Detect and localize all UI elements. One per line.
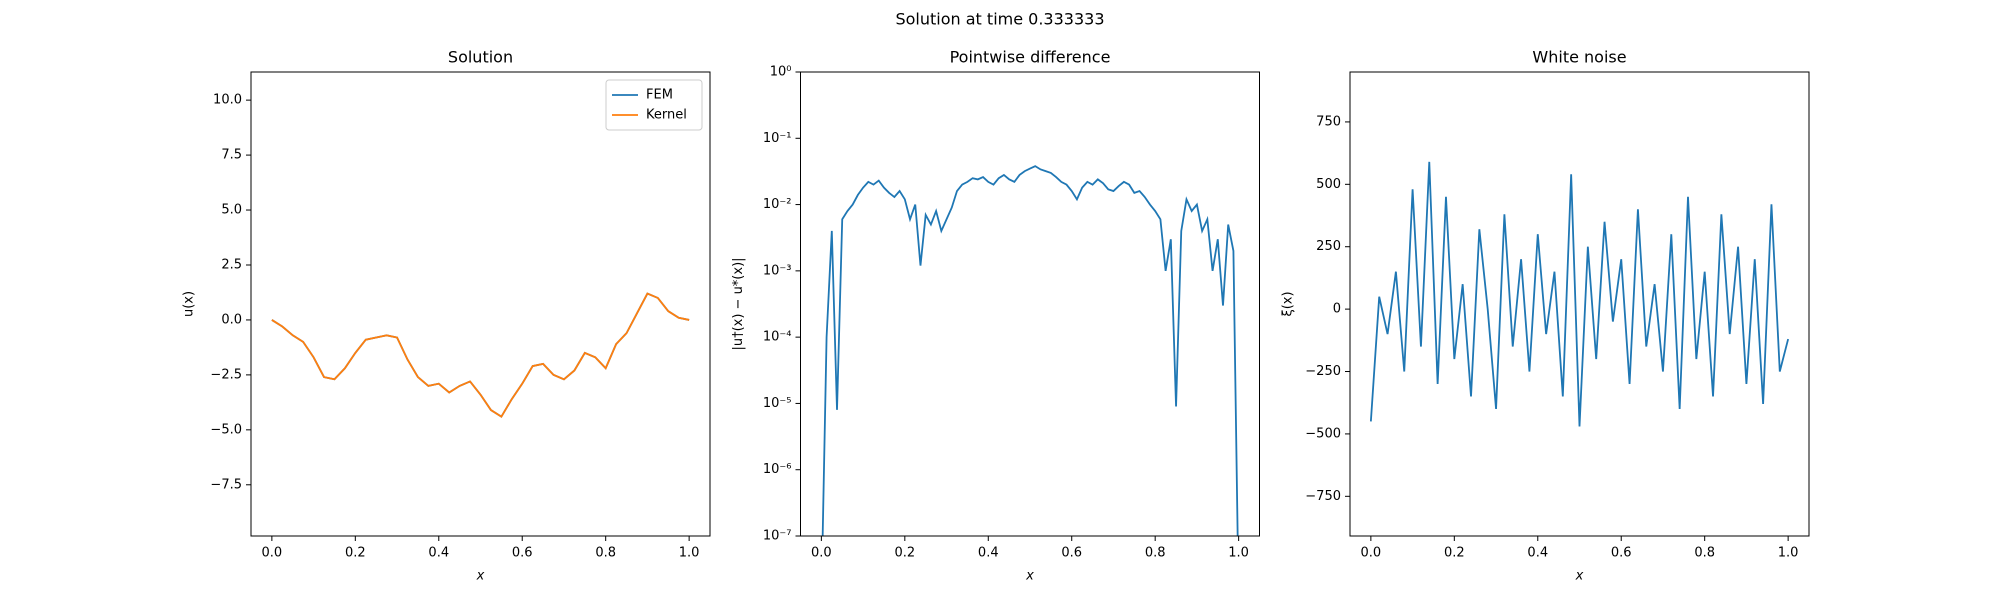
data-line	[271, 292, 690, 418]
axes-title: White noise	[1532, 48, 1626, 67]
y-tick-label: 500	[1316, 177, 1341, 192]
legend-box	[605, 79, 703, 131]
x-tick-label: 1.0	[679, 546, 700, 561]
y-tick-label: −2.5	[210, 367, 242, 382]
x-tick-label: 0.4	[1527, 546, 1548, 561]
x-tick-label: 0.8	[595, 546, 616, 561]
y-tick-label: 10⁰	[770, 65, 792, 80]
x-tick-label: 0.0	[811, 546, 832, 561]
legend-label: Kernel	[646, 108, 687, 123]
x-tick-label: 1.0	[1778, 546, 1799, 561]
y-tick-label: −250	[1305, 364, 1341, 379]
y-tick-label: −7.5	[210, 477, 242, 492]
y-tick-label: 10⁻⁵	[763, 396, 792, 411]
x-axis-label: x	[476, 569, 485, 584]
y-tick-label: −500	[1305, 426, 1341, 441]
y-tick-label: 2.5	[221, 257, 242, 272]
axes-frame	[800, 71, 1260, 537]
y-tick-label: 10⁻⁶	[763, 462, 792, 477]
data-line	[271, 292, 690, 418]
y-tick-label: 10⁻¹	[763, 131, 792, 146]
y-tick-label: −750	[1305, 489, 1341, 504]
x-tick-label: 0.0	[1361, 546, 1382, 561]
figure-title: Solution at time 0.333333	[895, 10, 1104, 29]
y-tick-label: −5.0	[210, 422, 242, 437]
x-tick-label: 0.2	[345, 546, 366, 561]
y-tick-label: 750	[1316, 114, 1341, 129]
y-tick-label: 10.0	[213, 93, 242, 108]
y-axis-label: |u†(x) − u*(x)|	[731, 257, 746, 350]
data-line	[1369, 161, 1790, 427]
x-tick-label: 0.4	[428, 546, 449, 561]
x-axis-label: x	[1575, 569, 1584, 584]
y-tick-label: 10⁻³	[763, 263, 792, 278]
x-tick-label: 0.6	[1061, 546, 1082, 561]
y-tick-label: 10⁻⁷	[763, 529, 792, 544]
y-tick-label: 7.5	[221, 148, 242, 163]
x-tick-label: 0.2	[894, 546, 915, 561]
y-tick-label: 10⁻²	[763, 197, 792, 212]
x-axis-label: x	[1025, 569, 1034, 584]
x-tick-label: 0.8	[1145, 546, 1166, 561]
x-tick-label: 0.4	[978, 546, 999, 561]
y-tick-label: 0.0	[221, 312, 242, 327]
y-axis-label: ξ(x)	[1281, 291, 1296, 316]
x-tick-label: 0.6	[512, 546, 533, 561]
axes-title: Pointwise difference	[950, 48, 1111, 67]
y-axis-label: u(x)	[182, 291, 197, 317]
data-line	[821, 165, 1239, 536]
y-tick-label: 5.0	[221, 203, 242, 218]
y-tick-label: 10⁻⁴	[763, 330, 792, 345]
legend-label: FEM	[646, 88, 673, 103]
axes-frame	[1349, 71, 1810, 537]
y-tick-label: 250	[1316, 239, 1341, 254]
x-tick-label: 0.6	[1611, 546, 1632, 561]
x-tick-label: 1.0	[1228, 546, 1249, 561]
x-tick-label: 0.0	[262, 546, 283, 561]
x-tick-label: 0.8	[1694, 546, 1715, 561]
x-tick-label: 0.2	[1444, 546, 1465, 561]
axes-title: Solution	[448, 48, 513, 67]
y-tick-label: 0	[1333, 302, 1341, 317]
axes-frame	[250, 71, 711, 537]
